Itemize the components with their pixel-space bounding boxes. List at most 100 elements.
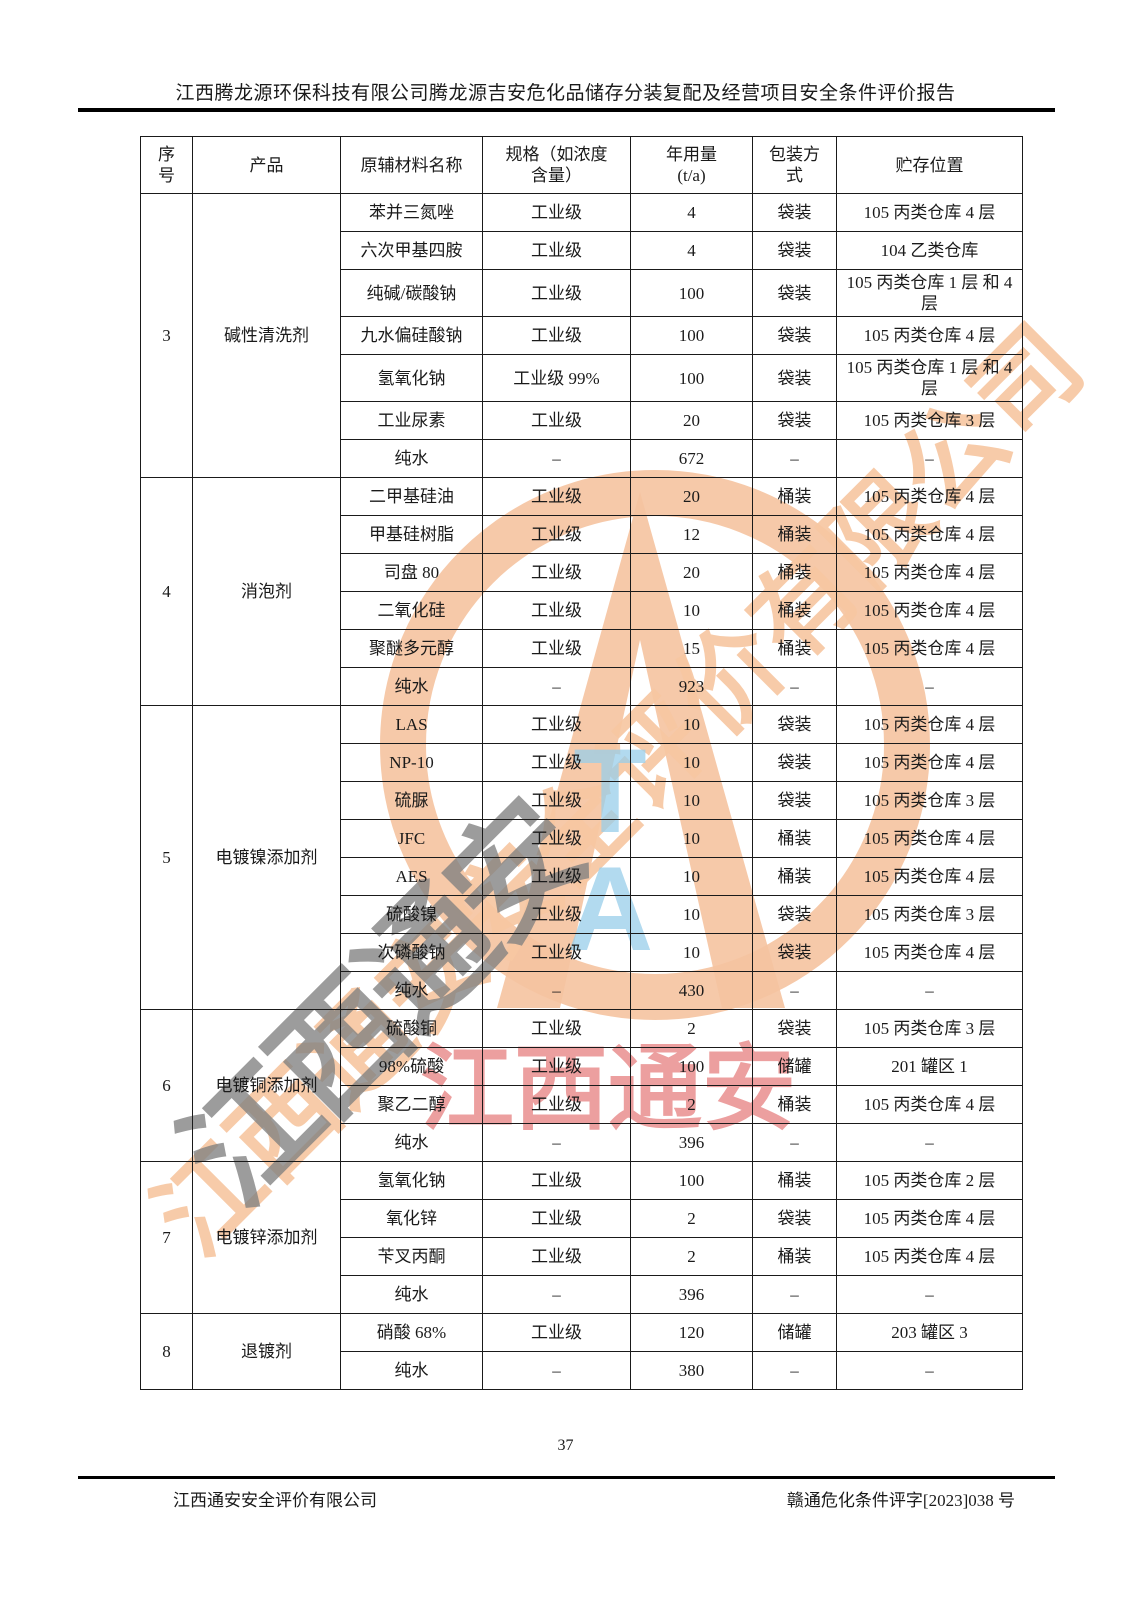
cell-section-no: 7 [140, 1161, 193, 1314]
cell-material-name: 硝酸 68% [340, 1313, 483, 1352]
cell-packaging: 袋装 [752, 193, 837, 232]
cell-material-name: 氢氧化钠 [340, 1161, 483, 1200]
cell-product: 电镀铜添加剂 [192, 1009, 341, 1162]
table-row: 氧化锌 工业级 2 袋装 105 丙类仓库 4 层 [141, 1199, 1023, 1238]
cell-material-name: 纯水 [340, 667, 483, 706]
cell-packaging: 桶装 [752, 857, 837, 896]
cell-product: 退镀剂 [192, 1313, 341, 1390]
table-row: 工业尿素 工业级 20 袋装 105 丙类仓库 3 层 [141, 401, 1023, 440]
column-header-4: 年用量 (t/a) [630, 136, 753, 194]
cell-annual-amount: 10 [630, 591, 753, 630]
materials-table: 序 号产品 原辅材料名称 规格（如浓度 含量） 年用量 (t/a) 包装方 式贮存位置 … [140, 136, 1023, 1390]
cell-section-no: 8 [140, 1313, 193, 1390]
cell-material-name: LAS [340, 705, 483, 744]
table-row: 98%硫酸 工业级 100 储罐 201 罐区 1 [141, 1047, 1023, 1086]
cell-storage-location: 105 丙类仓库 4 层 [836, 1085, 1023, 1124]
cell-annual-amount: 100 [630, 354, 753, 402]
cell-packaging: 袋装 [752, 705, 837, 744]
cell-spec: 工业级 [482, 269, 631, 317]
cell-material-name: 纯水 [340, 971, 483, 1010]
cell-material-name: 纯水 [340, 1351, 483, 1390]
cell-annual-amount: 12 [630, 515, 753, 554]
cell-spec: 工业级 [482, 1047, 631, 1086]
cell-spec: – [482, 971, 631, 1010]
cell-annual-amount: 20 [630, 477, 753, 516]
table-row: 苄叉丙酮 工业级 2 桶装 105 丙类仓库 4 层 [141, 1237, 1023, 1276]
cell-packaging: 袋装 [752, 895, 837, 934]
cell-material-name: 氧化锌 [340, 1199, 483, 1238]
cell-material-name: 聚乙二醇 [340, 1085, 483, 1124]
cell-storage-location: 105 丙类仓库 4 层 [836, 1199, 1023, 1238]
cell-packaging: 储罐 [752, 1313, 837, 1352]
cell-annual-amount: 380 [630, 1351, 753, 1390]
cell-annual-amount: 396 [630, 1123, 753, 1162]
cell-annual-amount: 10 [630, 819, 753, 858]
cell-storage-location: 105 丙类仓库 3 层 [836, 895, 1023, 934]
cell-section-no: 5 [140, 705, 193, 1010]
cell-spec: 工业级 [482, 629, 631, 668]
cell-storage-location: 105 丙类仓库 4 层 [836, 933, 1023, 972]
cell-material-name: 氢氧化钠 [340, 354, 483, 402]
cell-annual-amount: 4 [630, 193, 753, 232]
cell-storage-location: 105 丙类仓库 4 层 [836, 629, 1023, 668]
cell-packaging: 桶装 [752, 1237, 837, 1276]
cell-storage-location: 105 丙类仓库 4 层 [836, 743, 1023, 782]
cell-storage-location: 105 丙类仓库 1 层 和 4 层 [836, 354, 1023, 402]
cell-packaging: – [752, 1351, 837, 1390]
cell-storage-location: 105 丙类仓库 3 层 [836, 401, 1023, 440]
cell-packaging: 桶装 [752, 477, 837, 516]
cell-spec: 工业级 [482, 553, 631, 592]
cell-storage-location: – [836, 971, 1023, 1010]
cell-material-name: 甲基硅树脂 [340, 515, 483, 554]
cell-storage-location: – [836, 439, 1023, 478]
cell-annual-amount: 2 [630, 1199, 753, 1238]
cell-packaging: – [752, 667, 837, 706]
cell-annual-amount: 10 [630, 895, 753, 934]
cell-packaging: 袋装 [752, 933, 837, 972]
table-row: 4 消泡剂 二甲基硅油 工业级 20 桶装 105 丙类仓库 4 层 [140, 477, 1023, 706]
cell-annual-amount: 396 [630, 1275, 753, 1314]
table-row: 7 电镀锌添加剂 氢氧化钠 工业级 100 桶装 105 丙类仓库 2 层 [140, 1161, 1023, 1314]
cell-product: 电镀镍添加剂 [192, 705, 341, 1010]
cell-product: 碱性清洗剂 [192, 193, 341, 478]
cell-packaging: 桶装 [752, 1085, 837, 1124]
column-header-1: 产品 [192, 136, 341, 194]
page-footer: 江西通安安全评价有限公司 赣通危化条件评字[2023]038 号 [78, 1486, 1055, 1511]
cell-spec: 工业级 [482, 401, 631, 440]
cell-spec: 工业级 [482, 231, 631, 270]
cell-material-name: 纯水 [340, 1275, 483, 1314]
cell-storage-location: 105 丙类仓库 4 层 [836, 193, 1023, 232]
cell-spec: 工业级 [482, 1161, 631, 1200]
cell-annual-amount: 10 [630, 743, 753, 782]
table-row: 聚乙二醇 工业级 2 桶装 105 丙类仓库 4 层 [141, 1085, 1023, 1124]
cell-packaging: 桶装 [752, 515, 837, 554]
cell-storage-location: 105 丙类仓库 4 层 [836, 705, 1023, 744]
cell-annual-amount: 2 [630, 1237, 753, 1276]
cell-material-name: NP-10 [340, 743, 483, 782]
cell-spec: 工业级 [482, 1313, 631, 1352]
cell-spec: 工业级 [482, 1009, 631, 1048]
cell-annual-amount: 20 [630, 553, 753, 592]
table-row: 纯水 –396– – [141, 1123, 1023, 1162]
cell-section-no: 3 [140, 193, 193, 478]
cell-spec: 工业级 99% [482, 354, 631, 402]
cell-material-name: 司盘 80 [340, 553, 483, 592]
cell-annual-amount: 430 [630, 971, 753, 1010]
cell-annual-amount: 4 [630, 231, 753, 270]
cell-material-name: 六次甲基四胺 [340, 231, 483, 270]
cell-packaging: – [752, 971, 837, 1010]
cell-annual-amount: 10 [630, 781, 753, 820]
cell-packaging: 桶装 [752, 591, 837, 630]
cell-storage-location: – [836, 1351, 1023, 1390]
cell-storage-location: 105 丙类仓库 4 层 [836, 477, 1023, 516]
cell-storage-location: 104 乙类仓库 [836, 231, 1023, 270]
table-header-row: 序 号产品 原辅材料名称 规格（如浓度 含量） 年用量 (t/a) 包装方 式贮存位置 [140, 136, 1023, 194]
cell-material-name: 次磷酸钠 [340, 933, 483, 972]
cell-material-name: 苄叉丙酮 [340, 1237, 483, 1276]
footer-rule [78, 1476, 1055, 1479]
cell-annual-amount: 20 [630, 401, 753, 440]
cell-storage-location: 201 罐区 1 [836, 1047, 1023, 1086]
column-header-3: 规格（如浓度 含量） [482, 136, 631, 194]
